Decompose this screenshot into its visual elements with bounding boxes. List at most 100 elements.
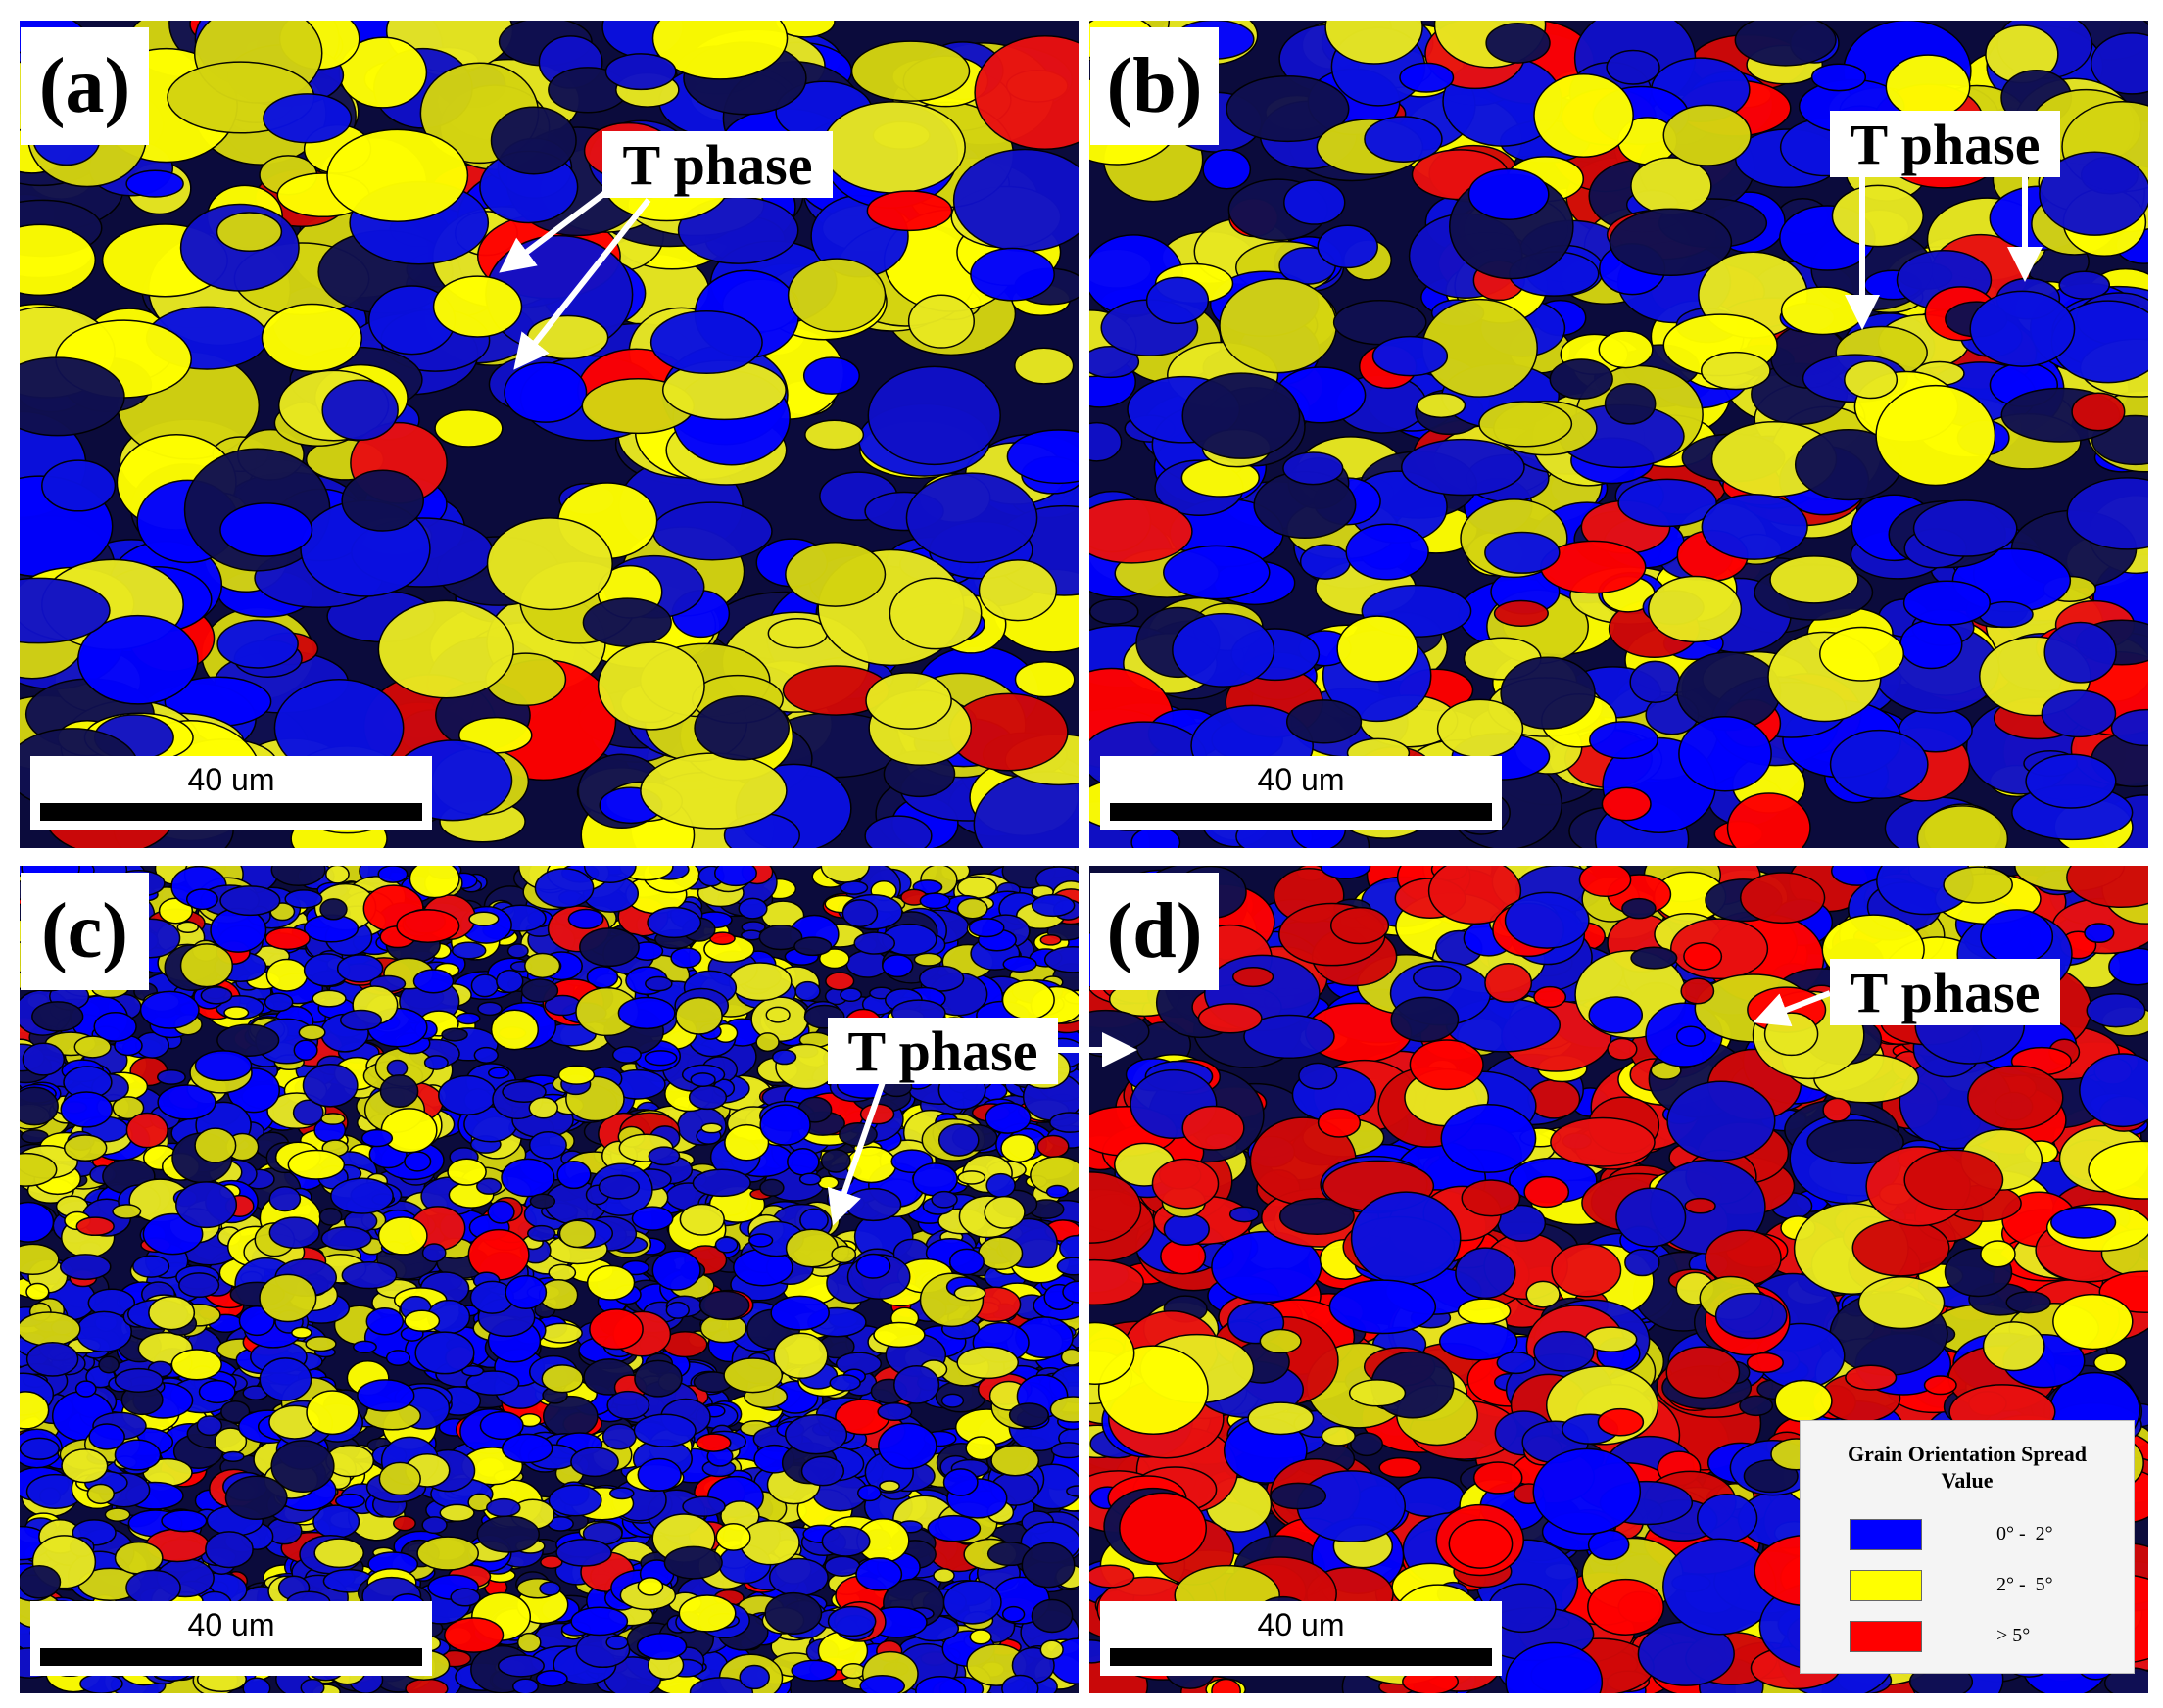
grain: [74, 1380, 97, 1398]
grain: [1662, 1538, 1777, 1636]
grain: [1885, 54, 1971, 119]
grain: [114, 1367, 164, 1393]
grain: [1163, 545, 1271, 600]
legend-swatch: [1850, 1621, 1922, 1652]
grain: [142, 1212, 204, 1256]
grain: [682, 1495, 726, 1517]
grain: [1299, 544, 1351, 580]
grain: [1371, 335, 1449, 377]
grain: [421, 1516, 448, 1535]
grain: [313, 1538, 365, 1569]
grain: [838, 1122, 878, 1147]
grain: [739, 1664, 770, 1690]
grain: [857, 1484, 882, 1502]
grain: [170, 1349, 222, 1381]
grain: [412, 969, 455, 994]
grain: [291, 1326, 312, 1339]
grain: [820, 1148, 851, 1173]
grain: [1532, 1447, 1642, 1535]
grain: [380, 1108, 438, 1154]
grain: [882, 954, 914, 978]
grain: [1436, 698, 1524, 759]
grain: [2041, 689, 2117, 738]
grain: [1621, 897, 1657, 920]
grain: [31, 1001, 84, 1032]
grain: [216, 1023, 280, 1058]
grain: [931, 1190, 958, 1209]
grain: [2066, 477, 2148, 550]
grain: [787, 258, 887, 333]
grain: [20, 1391, 50, 1430]
grain: [1089, 1171, 1142, 1244]
grain: [1774, 1379, 1833, 1423]
grain: [529, 1193, 556, 1210]
grain: [334, 1493, 365, 1509]
grain: [648, 1146, 681, 1166]
grain: [528, 1096, 559, 1119]
grain: [1630, 946, 1678, 970]
grain: [1734, 21, 1837, 67]
grain: [1484, 531, 1561, 574]
grain: [1587, 1578, 1664, 1636]
grain: [216, 212, 283, 253]
grain: [1903, 1149, 2004, 1210]
grain: [867, 365, 1001, 466]
scale-bar: 40 um: [30, 1601, 432, 1676]
phase-annotation: T phase: [1830, 111, 2060, 177]
grain: [965, 1436, 997, 1461]
grain: [570, 1447, 619, 1478]
grain: [441, 1027, 468, 1042]
grain: [1780, 286, 1865, 336]
grain: [1829, 729, 1929, 800]
grain-map: [20, 866, 1079, 1693]
grain: [61, 1448, 109, 1484]
grain: [25, 1341, 79, 1377]
grain: [794, 980, 821, 1002]
grain: [617, 996, 676, 1030]
grain: [377, 1216, 428, 1256]
grain: [853, 931, 896, 955]
grain: [770, 1295, 830, 1331]
grain: [2071, 392, 2126, 432]
grain: [20, 1564, 62, 1599]
grain: [942, 1468, 979, 1496]
grain: [1680, 977, 1715, 1005]
grain: [892, 1364, 940, 1404]
grain: [1598, 330, 1654, 369]
scale-bar-line: [1110, 1648, 1492, 1666]
grain: [978, 1236, 1024, 1271]
grain: [179, 943, 233, 988]
grain: [1211, 1678, 1241, 1693]
grain: [690, 1072, 716, 1087]
grain: [748, 1233, 774, 1248]
grain: [476, 1515, 540, 1553]
grain: [76, 614, 199, 705]
grain: [841, 899, 879, 928]
grain: [1089, 498, 1193, 564]
grain: [1427, 866, 1522, 925]
grain: [511, 1678, 539, 1693]
grain: [1298, 1062, 1338, 1090]
grain: [1270, 1482, 1327, 1510]
grain: [200, 986, 233, 1005]
grain: [1912, 499, 2018, 557]
grain: [829, 1374, 861, 1392]
grain: [502, 1080, 547, 1103]
grain: [528, 1130, 567, 1160]
grain: [821, 1525, 871, 1557]
grain: [104, 1507, 131, 1522]
grain: [450, 1588, 481, 1607]
grain: [1675, 1025, 1706, 1047]
grain: [611, 1045, 642, 1064]
grain: [879, 1480, 900, 1493]
scale-bar: 40 um: [1100, 1601, 1502, 1676]
grain: [877, 1401, 913, 1421]
grain: [713, 866, 757, 887]
grain: [194, 1050, 253, 1082]
grain: [636, 1633, 688, 1660]
grain: [850, 40, 971, 102]
grain: [637, 1457, 682, 1492]
grain: [216, 619, 299, 669]
grain: [956, 897, 988, 920]
grain: [785, 1228, 839, 1268]
